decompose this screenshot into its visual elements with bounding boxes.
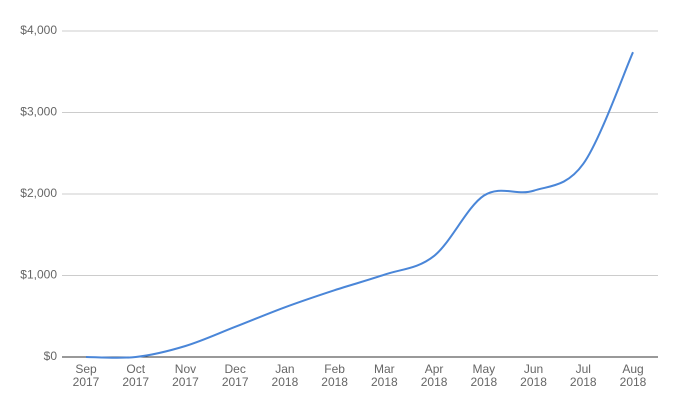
y-tick-label: $1,000: [20, 268, 57, 282]
x-tick-label: Nov 2017: [172, 362, 199, 389]
x-tick-label: Mar 2018: [371, 362, 398, 389]
y-tick-label: $0: [44, 349, 58, 363]
x-tick-label: Jun 2018: [520, 362, 547, 389]
x-tick-label: Jul 2018: [569, 362, 597, 389]
x-tick-label: Sep 2017: [72, 362, 100, 389]
x-tick-label: Apr 2018: [420, 362, 448, 389]
x-tick-label: Oct 2017: [122, 362, 150, 389]
y-tick-label: $4,000: [20, 23, 57, 37]
y-tick-label: $3,000: [20, 105, 57, 119]
x-tick-label: May 2018: [470, 362, 498, 389]
x-tick-label: Aug 2018: [619, 362, 647, 389]
line: [85, 51, 634, 359]
x-tick-label: Dec 2017: [221, 362, 249, 389]
x-tick-label: Jan 2018: [271, 362, 299, 389]
y-tick-label: $2,000: [20, 186, 57, 200]
x-tick-label: Feb 2018: [321, 362, 348, 389]
